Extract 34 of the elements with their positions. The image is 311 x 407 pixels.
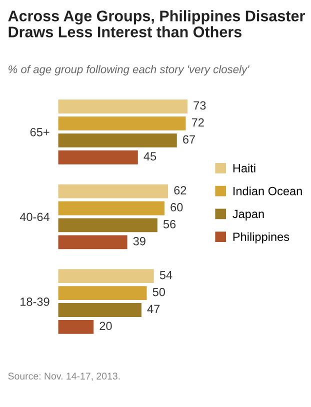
data-label: 54 (160, 271, 172, 280)
data-label: 45 (144, 152, 156, 161)
chart-subtitle: % of age group following each story 'very closely' (8, 65, 250, 76)
chart-title: Across Age Groups, Philippines Disaster Draws Less Interest than Others (8, 10, 305, 38)
bar (58, 150, 138, 164)
bar (58, 286, 147, 300)
bar (58, 116, 186, 130)
data-label: 47 (147, 304, 160, 314)
bar (58, 133, 177, 148)
data-label: 56 (163, 220, 176, 228)
bar (58, 100, 188, 114)
bar (58, 320, 94, 334)
bar (58, 201, 164, 216)
y-tick-label: 40-64 (20, 212, 50, 222)
bar (58, 235, 128, 250)
bar (58, 269, 154, 284)
bar (58, 303, 142, 317)
data-label: 73 (194, 101, 206, 110)
data-label: 39 (133, 236, 146, 246)
data-label: 62 (174, 186, 186, 194)
data-label: 20 (100, 322, 112, 330)
legend-label: Haiti (233, 164, 256, 172)
bar (58, 184, 168, 198)
data-label: 60 (170, 203, 183, 212)
bar (58, 218, 158, 232)
y-tick-label: 18-39 (20, 298, 50, 306)
data-label: 67 (183, 135, 195, 144)
legend-label: Indian Ocean (234, 186, 302, 196)
data-label: 72 (192, 118, 204, 127)
legend-label: Japan (232, 210, 264, 220)
data-label: 50 (152, 288, 165, 296)
source-note: Source: Nov. 14-17, 2013. (8, 372, 120, 381)
legend-label: Philippines (233, 232, 290, 244)
y-tick-label: 65+ (30, 128, 50, 136)
